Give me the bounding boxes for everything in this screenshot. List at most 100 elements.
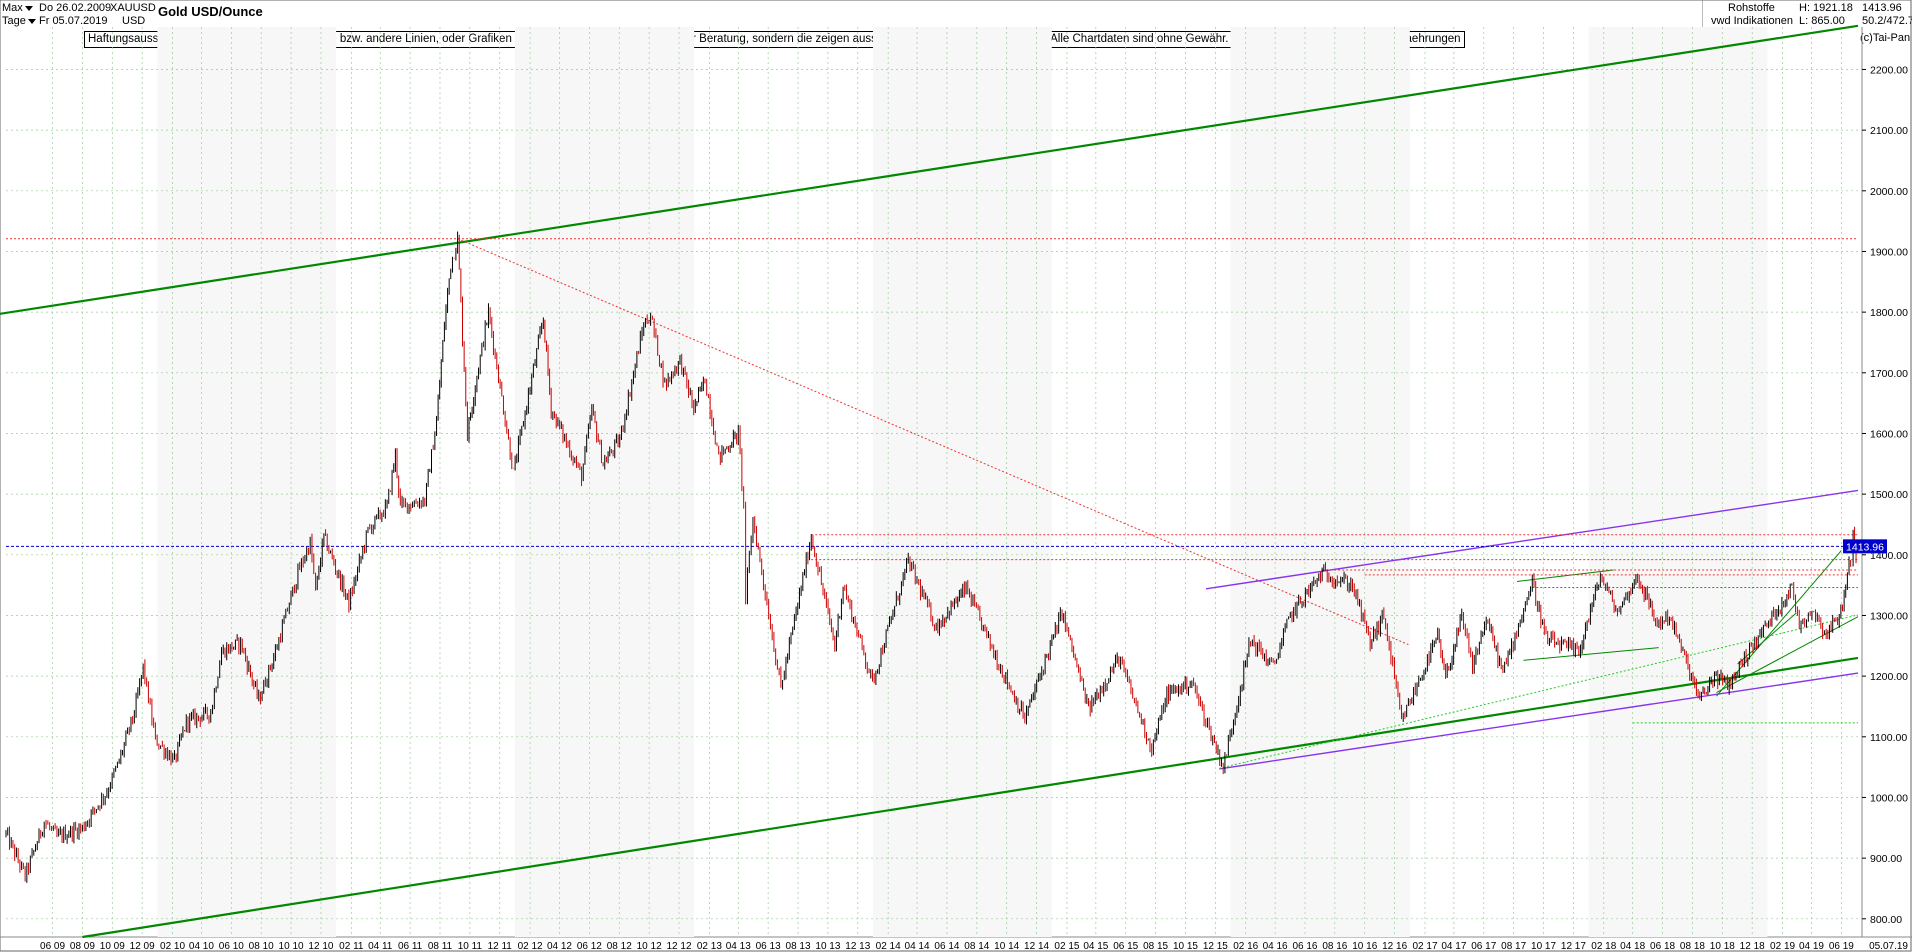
x-tick-label: 08 14 — [964, 941, 989, 952]
x-tick-label: 06 09 — [40, 941, 65, 952]
x-tick-label: 12 09 — [130, 941, 155, 952]
x-tick-label: 10 09 — [100, 941, 125, 952]
interval-label: Tage — [2, 15, 26, 27]
start-date: Do 26.02.2009 — [39, 2, 112, 14]
x-tick-label: 08 18 — [1680, 941, 1705, 952]
x-tick-label: 08 17 — [1501, 941, 1526, 952]
last-price-label: 1413.96 — [1846, 541, 1884, 553]
x-tick-label: 10 17 — [1531, 941, 1556, 952]
x-tick-label: 02 11 — [339, 941, 364, 952]
x-tick-label: 12 17 — [1561, 941, 1586, 952]
x-tick-label: 04 16 — [1263, 941, 1288, 952]
x-tick-label: 04 18 — [1620, 941, 1645, 952]
info-divider — [1702, 0, 1704, 27]
y-tick-label: 1300.00 — [1870, 610, 1908, 622]
x-tick-label: 12 13 — [845, 941, 870, 952]
y-tick-label: 2100.00 — [1870, 125, 1908, 137]
green-trend-line — [1517, 569, 1614, 582]
x-tick-label: 10 14 — [994, 941, 1019, 952]
disclaimer-box: Haftungsausschluss für Inhalte: Alle Tre… — [84, 31, 1465, 48]
x-tick-label: 02 18 — [1591, 941, 1616, 952]
high-value: H: 1921.18 — [1799, 2, 1853, 14]
x-tick-label: 04 15 — [1083, 941, 1108, 952]
x-tick-label: 12 18 — [1740, 941, 1765, 952]
purple-trend-line — [1205, 489, 1859, 590]
x-tick-label: 08 16 — [1322, 941, 1347, 952]
x-tick-label: 06 13 — [756, 941, 781, 952]
chevron-down-icon — [27, 18, 36, 24]
year-band — [1230, 27, 1410, 937]
x-tick-label: 06 14 — [934, 941, 959, 952]
x-tick-label: 04 14 — [905, 941, 930, 952]
green-trend-line — [82, 656, 1859, 939]
x-tick-label: 04 10 — [189, 941, 214, 952]
x-tick-label: 12 16 — [1382, 941, 1407, 952]
green-trend-line — [1737, 612, 1797, 665]
y-tick-label: 2200.00 — [1870, 64, 1908, 76]
interval-select[interactable]: Tage — [2, 15, 36, 27]
purple-trend-line — [1219, 672, 1859, 770]
y-tick-label: 2000.00 — [1870, 186, 1908, 198]
chart-title: Gold USD/Ounce — [158, 4, 263, 19]
year-band — [157, 27, 337, 937]
low-value: L: 865.00 — [1799, 15, 1845, 27]
x-tick-label: 06 17 — [1471, 941, 1496, 952]
y-tick-label: 800.00 — [1870, 914, 1902, 926]
period-label: Max — [2, 2, 23, 14]
x-tick-label: 08 15 — [1143, 941, 1168, 952]
year-band — [1588, 27, 1768, 937]
x-tick-label: 06 11 — [398, 941, 423, 952]
x-tick-label: 02 14 — [876, 941, 901, 952]
y-tick-label: 1700.00 — [1870, 368, 1908, 380]
x-tick-label: 02 17 — [1412, 941, 1437, 952]
y-tick-label: 1500.00 — [1870, 489, 1908, 501]
x-tick-label: 06 19 — [1829, 941, 1854, 952]
x-tick-label: 10 13 — [815, 941, 840, 952]
x-tick-label: 10 10 — [279, 941, 304, 952]
x-tick-label: 06 16 — [1292, 941, 1317, 952]
x-tick-label: 08 12 — [607, 941, 632, 952]
x-tick-label: 08 11 — [428, 941, 453, 952]
x-tick-label: 12 15 — [1203, 941, 1228, 952]
x-tick-label: 04 19 — [1799, 941, 1824, 952]
green-trend-line — [0, 24, 1859, 315]
x-tick-label: 04 17 — [1441, 941, 1466, 952]
green-trend-line — [1523, 647, 1659, 661]
y-tick-label: 1100.00 — [1870, 732, 1907, 744]
change-value: 50.2/472.7 — [1862, 15, 1912, 27]
green-trend-line — [1716, 550, 1842, 697]
x-tick-label: 04 13 — [726, 941, 751, 952]
y-tick-label: 1900.00 — [1870, 246, 1908, 258]
x-tick-label: 10 15 — [1173, 941, 1198, 952]
x-tick-label: 12 10 — [308, 941, 333, 952]
x-tick-label: 10 11 — [458, 941, 483, 952]
currency: USD — [122, 15, 146, 27]
green-trend-line — [1716, 616, 1859, 693]
chevron-down-icon — [24, 5, 33, 11]
x-tick-label: 08 09 — [70, 941, 95, 952]
y-tick-label: 1600.00 — [1870, 428, 1908, 440]
y-tick-label: 900.00 — [1870, 853, 1902, 865]
y-tick-label: 1000.00 — [1870, 792, 1908, 804]
year-band — [514, 27, 695, 937]
light_green-trend-line — [1219, 614, 1859, 769]
x-tick-label: 02 19 — [1770, 941, 1795, 952]
x-tick-label: 02 13 — [697, 941, 722, 952]
last-value: 1413.96 — [1862, 2, 1902, 14]
period-select[interactable]: Max — [2, 2, 33, 14]
x-tick-label: 10 16 — [1352, 941, 1377, 952]
x-tick-label: 06 18 — [1650, 941, 1675, 952]
x-tick-label: 10 18 — [1710, 941, 1735, 952]
x-tick-label: 04 11 — [368, 941, 393, 952]
end-date: Fr 05.07.2019 — [39, 15, 108, 27]
category-label: Rohstoffe — [1728, 2, 1775, 14]
x-tick-label: 06 15 — [1113, 941, 1138, 952]
x-end-date-label: 05.07.19 — [1869, 941, 1908, 952]
indication-label: vwd Indikationen — [1711, 15, 1793, 27]
x-tick-label: 06 12 — [577, 941, 602, 952]
x-tick-label: 08 10 — [249, 941, 274, 952]
x-tick-label: 08 13 — [786, 941, 811, 952]
